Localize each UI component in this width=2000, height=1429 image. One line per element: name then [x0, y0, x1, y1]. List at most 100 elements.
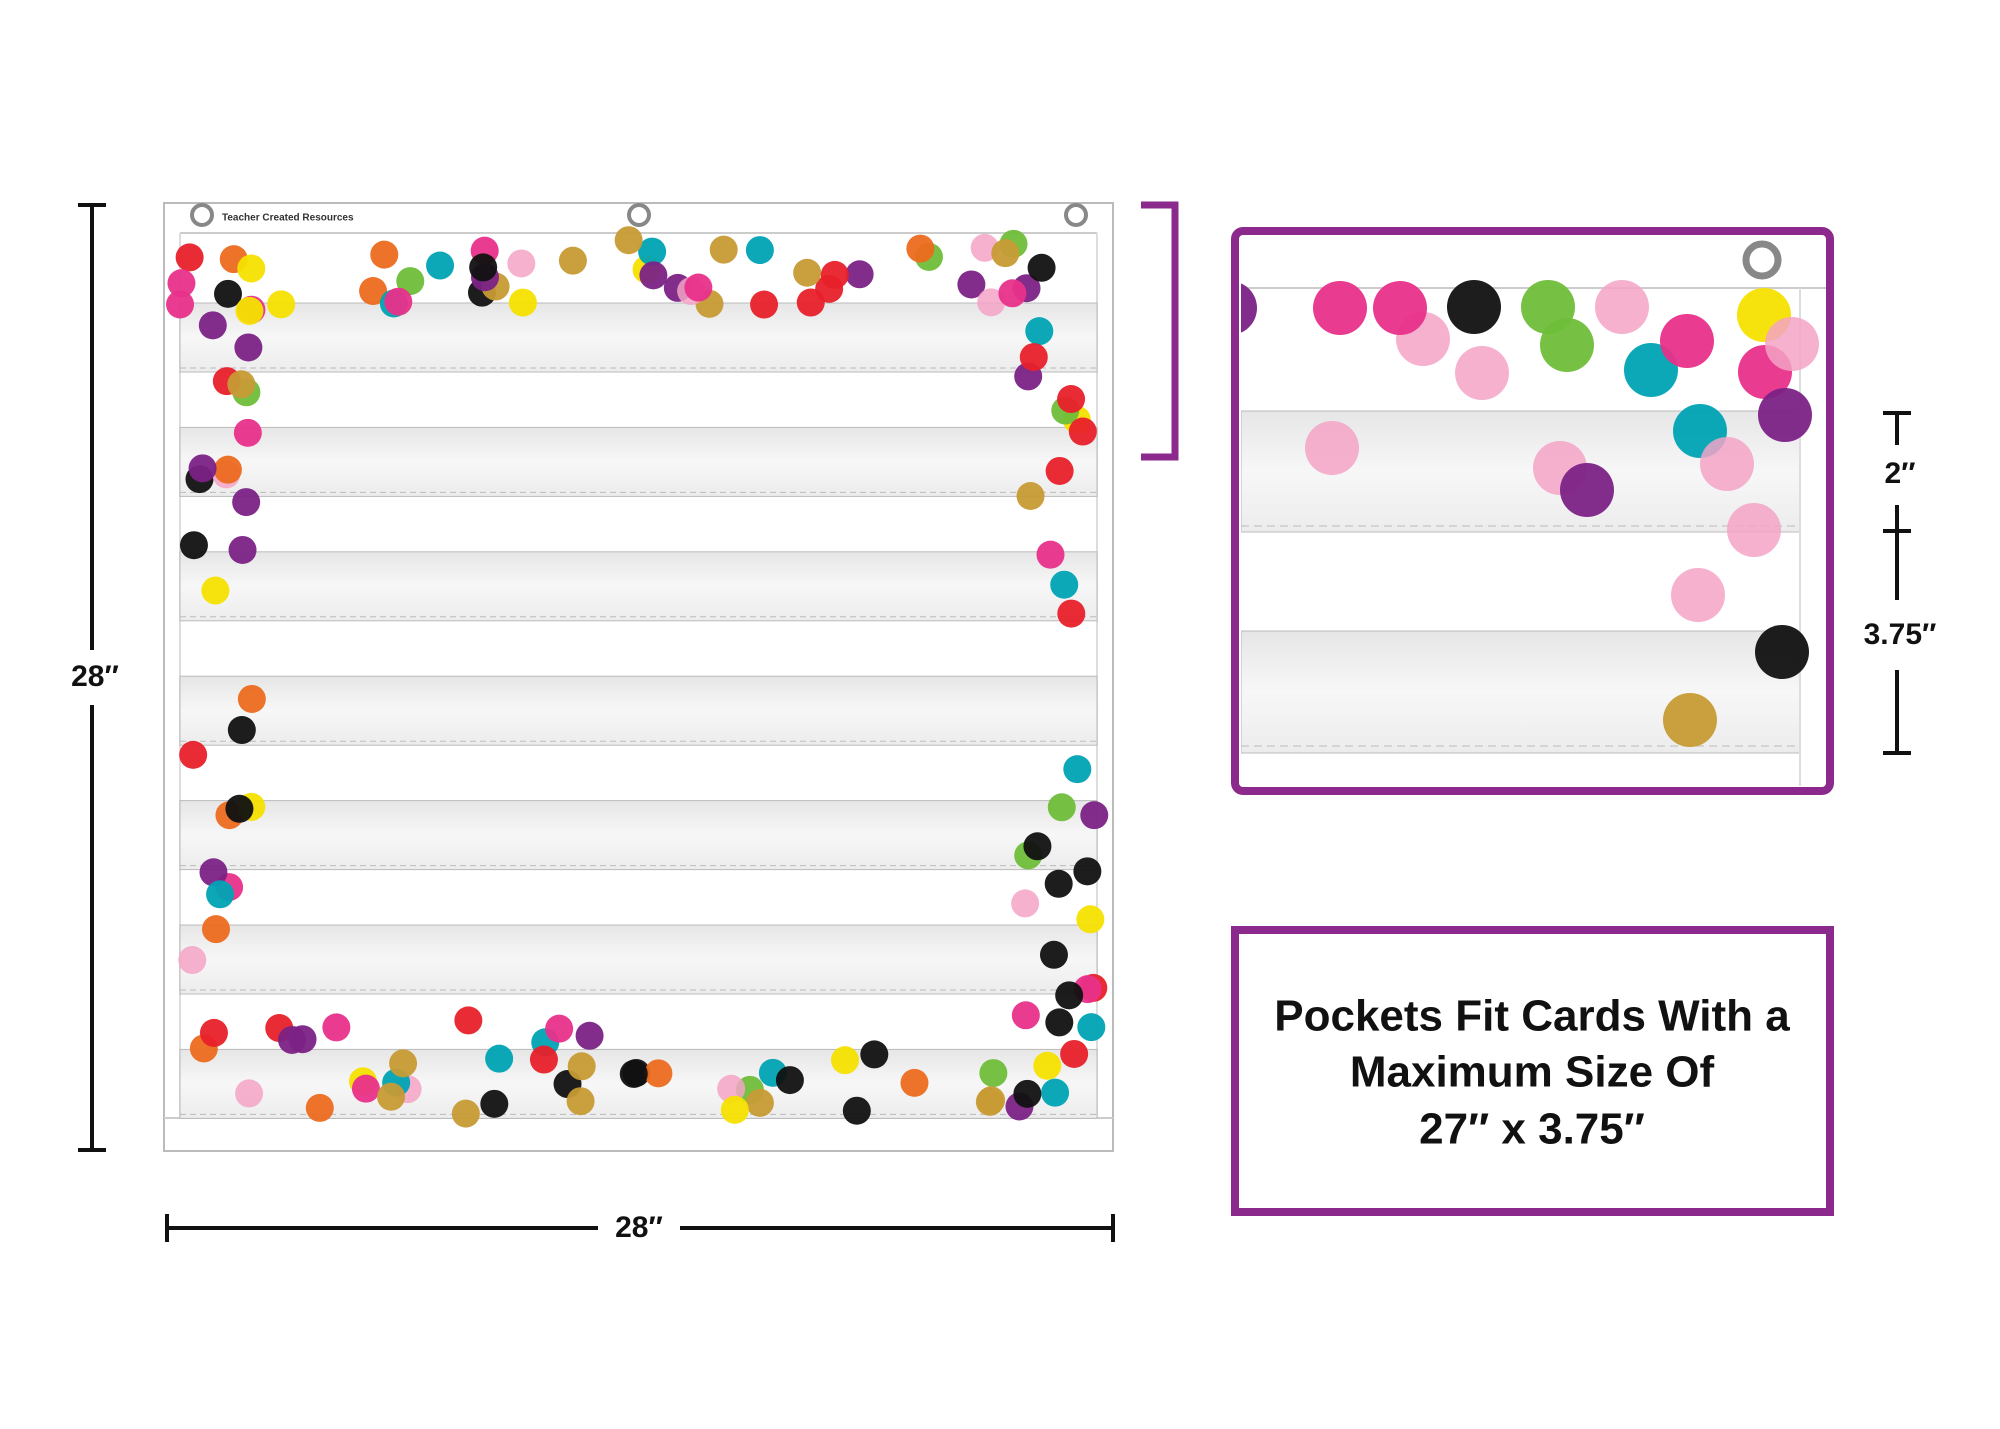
dot [1027, 253, 1056, 282]
dot [225, 794, 254, 823]
pocket [179, 551, 1098, 622]
dot [199, 1018, 228, 1047]
dot [638, 237, 667, 266]
dot [235, 1079, 264, 1108]
dot [389, 1049, 418, 1078]
dot [1044, 869, 1073, 898]
grommet [1064, 203, 1088, 227]
width-dimension [165, 1214, 1115, 1242]
dot [639, 261, 668, 290]
dot [842, 1096, 871, 1125]
dot [235, 296, 264, 325]
dot [1455, 346, 1509, 400]
dot [227, 370, 256, 399]
dot [166, 290, 195, 319]
dot [1060, 1039, 1089, 1068]
dot [322, 1013, 351, 1042]
dot [1011, 889, 1040, 918]
zoom-frame [1231, 227, 1834, 795]
dot [426, 251, 455, 280]
dot [179, 531, 208, 560]
dot [619, 1059, 648, 1088]
dot [1013, 1079, 1042, 1108]
callout-line: Pockets Fit Cards With a [1274, 992, 1790, 1041]
dot [1447, 280, 1501, 334]
dot [234, 333, 263, 362]
dot [1057, 599, 1086, 628]
dot [214, 279, 243, 308]
pockets [179, 302, 1098, 1119]
dot [1758, 388, 1812, 442]
dot [1700, 437, 1754, 491]
grommet [1742, 240, 1782, 280]
dot [1023, 832, 1052, 861]
dot [567, 1052, 596, 1081]
dot [1057, 385, 1086, 414]
dot [820, 260, 849, 289]
dot [228, 535, 257, 564]
dot [1521, 280, 1575, 334]
callout-line: 27″ x 3.75″ [1419, 1105, 1645, 1154]
height-dimension [78, 203, 106, 1152]
grommet [190, 203, 214, 227]
dot [359, 277, 388, 306]
dot [684, 273, 713, 302]
callout-line: Maximum Size Of [1350, 1048, 1715, 1097]
dot [545, 1014, 574, 1043]
dot [1050, 570, 1079, 599]
dot [831, 1046, 860, 1075]
dot [188, 454, 217, 483]
dot [558, 246, 587, 275]
dot [796, 288, 825, 317]
pocket [179, 426, 1098, 497]
dot [1073, 857, 1102, 886]
dot [906, 234, 935, 263]
dot [614, 226, 643, 255]
zoom-view [1231, 227, 1834, 795]
dot [1036, 540, 1065, 569]
dot [1080, 801, 1109, 830]
dot [775, 1066, 804, 1095]
dot [1373, 281, 1427, 335]
gap-label: 2″ [1884, 457, 1915, 490]
dot [1077, 1013, 1106, 1042]
dot [202, 915, 231, 944]
dot [454, 1006, 483, 1035]
confetti-dots [1241, 280, 1819, 747]
dot [233, 418, 262, 447]
dot [1727, 503, 1781, 557]
dot [1765, 317, 1819, 371]
dot [267, 290, 296, 319]
pocket-height-label: 3.75″ [1864, 618, 1937, 651]
dot [1755, 625, 1809, 679]
dot [396, 267, 425, 296]
dot [529, 1045, 558, 1074]
callout-box [1231, 926, 1834, 1216]
dot [1313, 281, 1367, 335]
dot [199, 858, 228, 887]
dot [979, 1059, 1008, 1088]
dot [175, 243, 204, 272]
dot [957, 270, 986, 299]
dot [1241, 283, 1257, 333]
dot [1660, 314, 1714, 368]
pocket [179, 800, 1098, 871]
pocket [179, 302, 1098, 373]
dot [750, 290, 779, 319]
dot [1076, 905, 1105, 934]
dot [370, 240, 399, 269]
dot [977, 288, 1006, 317]
dot [167, 269, 196, 298]
dot [566, 1087, 595, 1116]
dot [709, 235, 738, 264]
pocket [1241, 630, 1801, 754]
dot [845, 260, 874, 289]
dot [237, 684, 266, 713]
grommets [190, 203, 1088, 227]
dot [1039, 940, 1068, 969]
dot [206, 880, 235, 909]
confetti-dots [166, 226, 1109, 1128]
grommet [627, 203, 651, 227]
dot [1025, 317, 1054, 346]
